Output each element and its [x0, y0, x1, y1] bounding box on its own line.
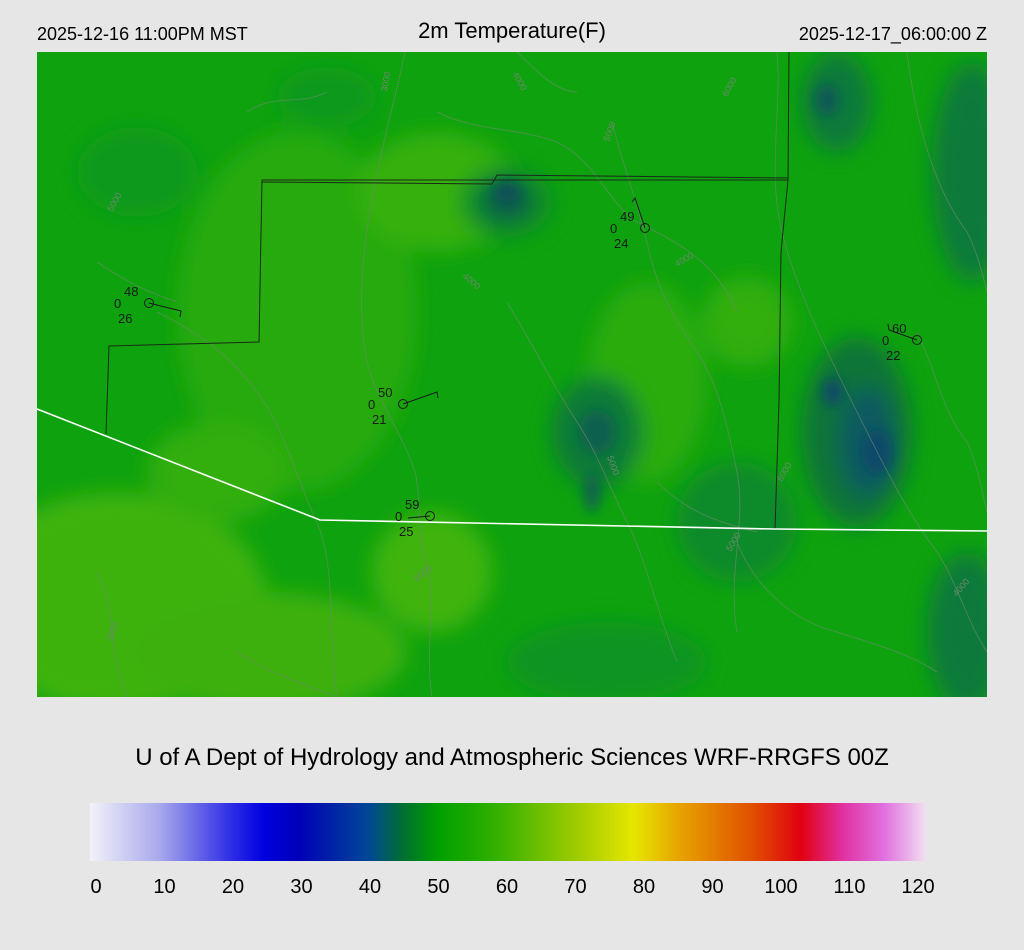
station-dew: 25 [399, 524, 413, 539]
credit-line: U of A Dept of Hydrology and Atmospheric… [135, 744, 889, 771]
colorbar-tick-label: 60 [495, 876, 519, 898]
colorbar-tick-label: 50 [427, 876, 450, 898]
wind-barb [148, 302, 182, 318]
colorbar-tick-label: 110 [833, 876, 866, 898]
colorbar-ticks: 0 10 20 30 40 50 60 70 80 90 100 110 120 [0, 876, 1024, 900]
station-temp: 48 [124, 284, 138, 299]
station-dew: 22 [886, 348, 900, 363]
colorbar-tick-label: 80 [632, 876, 656, 898]
international-border [37, 408, 987, 532]
colorbar-tick-label: 70 [564, 876, 587, 898]
station-circle [425, 511, 435, 521]
colorbar-tick-label: 10 [153, 876, 176, 898]
contour-label: 3000 [379, 71, 392, 92]
state-county-borders [105, 52, 790, 530]
valid-time-utc: 2025-12-17_06:00:00 Z [798, 24, 987, 44]
wind-barb [887, 323, 918, 341]
station-circle [144, 298, 154, 308]
valid-time-local: 2025-12-16 11:00PM MST [37, 24, 248, 44]
station-cloud: 0 [114, 296, 121, 311]
colorbar-tick-label: 20 [221, 876, 245, 898]
station-temp: 60 [892, 321, 906, 336]
station-cloud: 0 [368, 397, 375, 412]
station-cloud: 0 [610, 221, 617, 236]
wind-barb [407, 515, 431, 519]
station-temp: 59 [405, 497, 419, 512]
colorbar-tick-label: 100 [764, 876, 798, 898]
station-circle [640, 223, 650, 233]
station-dew: 24 [614, 236, 628, 251]
terrain-contours [96, 52, 987, 697]
colorbar-gradient [90, 803, 926, 861]
colorbar-tick-label: 120 [901, 876, 935, 898]
station-cloud: 0 [882, 333, 889, 348]
station-temp: 50 [378, 385, 392, 400]
wind-barb [402, 391, 439, 405]
colorbar-tick-label: 40 [358, 876, 382, 898]
wind-barb [631, 196, 646, 229]
station-dew: 26 [118, 311, 132, 326]
station-cloud: 0 [395, 509, 402, 524]
colorbar [90, 803, 926, 861]
station-dew: 21 [372, 412, 386, 427]
colorbar-tick-label: 90 [701, 876, 724, 898]
map-title: 2m Temperature(F) [418, 18, 606, 43]
colorbar-tick-label: 30 [290, 876, 313, 898]
station-circle [912, 335, 922, 345]
station-circle [398, 399, 408, 409]
station-temp: 49 [620, 209, 634, 224]
colorbar-tick-label: 0 [90, 876, 102, 898]
